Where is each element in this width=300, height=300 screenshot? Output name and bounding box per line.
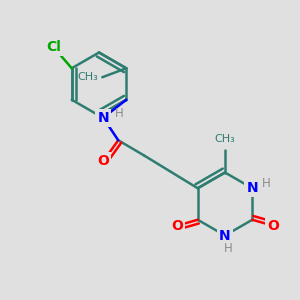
Text: O: O xyxy=(97,154,109,168)
Text: H: H xyxy=(224,242,232,256)
Text: O: O xyxy=(171,219,183,233)
Text: CH₃: CH₃ xyxy=(77,72,98,82)
Text: Cl: Cl xyxy=(46,40,61,54)
Text: O: O xyxy=(267,219,279,233)
Text: CH₃: CH₃ xyxy=(214,134,236,144)
Text: H: H xyxy=(261,177,270,190)
Text: H: H xyxy=(115,107,124,120)
Text: N: N xyxy=(247,181,258,195)
Text: N: N xyxy=(98,111,109,125)
Text: N: N xyxy=(219,229,231,242)
